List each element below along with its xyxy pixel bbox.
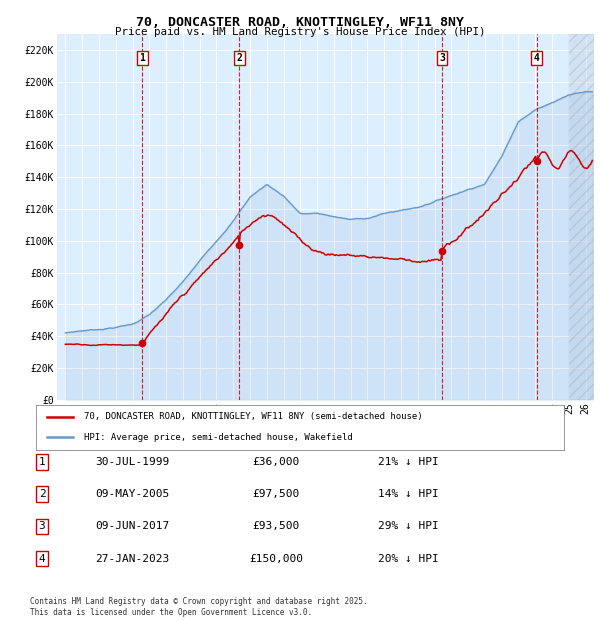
Text: 3: 3: [38, 521, 46, 531]
Text: 09-JUN-2017: 09-JUN-2017: [95, 521, 169, 531]
Text: 09-MAY-2005: 09-MAY-2005: [95, 489, 169, 499]
Text: 1: 1: [139, 53, 145, 63]
Text: £97,500: £97,500: [253, 489, 299, 499]
Text: 27-JAN-2023: 27-JAN-2023: [95, 554, 169, 564]
Text: 1: 1: [38, 457, 46, 467]
Text: 70, DONCASTER ROAD, KNOTTINGLEY, WF11 8NY: 70, DONCASTER ROAD, KNOTTINGLEY, WF11 8N…: [136, 16, 464, 29]
Text: 30-JUL-1999: 30-JUL-1999: [95, 457, 169, 467]
Text: 14% ↓ HPI: 14% ↓ HPI: [378, 489, 439, 499]
Text: 4: 4: [38, 554, 46, 564]
Text: 20% ↓ HPI: 20% ↓ HPI: [378, 554, 439, 564]
Text: 4: 4: [533, 53, 539, 63]
Text: £93,500: £93,500: [253, 521, 299, 531]
Text: Contains HM Land Registry data © Crown copyright and database right 2025.
This d: Contains HM Land Registry data © Crown c…: [30, 598, 368, 617]
Text: HPI: Average price, semi-detached house, Wakefield: HPI: Average price, semi-detached house,…: [83, 433, 352, 442]
Bar: [569, 34, 594, 400]
Text: 2: 2: [236, 53, 242, 63]
Text: Price paid vs. HM Land Registry's House Price Index (HPI): Price paid vs. HM Land Registry's House …: [115, 27, 485, 37]
Text: 21% ↓ HPI: 21% ↓ HPI: [378, 457, 439, 467]
Text: £150,000: £150,000: [249, 554, 303, 564]
Text: 29% ↓ HPI: 29% ↓ HPI: [378, 521, 439, 531]
Text: 2: 2: [38, 489, 46, 499]
Text: 3: 3: [439, 53, 445, 63]
Text: £36,000: £36,000: [253, 457, 299, 467]
Text: 70, DONCASTER ROAD, KNOTTINGLEY, WF11 8NY (semi-detached house): 70, DONCASTER ROAD, KNOTTINGLEY, WF11 8N…: [83, 412, 422, 422]
